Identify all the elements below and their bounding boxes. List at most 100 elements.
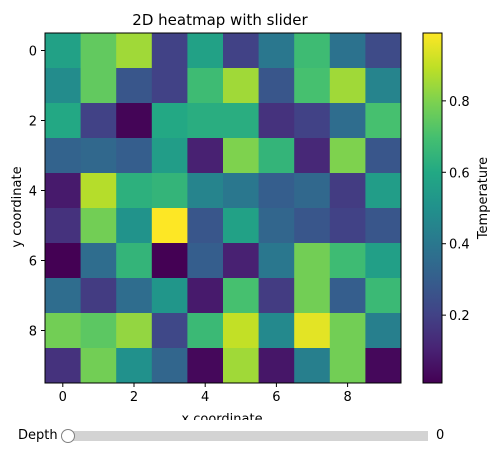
heatmap-cell	[187, 68, 224, 104]
heatmap-cell	[45, 173, 81, 209]
heatmap-cell	[258, 138, 295, 174]
heatmap-cell	[45, 68, 81, 104]
chart-title: 2D heatmap with slider	[132, 11, 308, 29]
heatmap-cell	[365, 278, 402, 314]
plot-frame	[44, 32, 402, 384]
heatmap-cell	[294, 348, 331, 384]
heatmap-cell	[294, 33, 331, 69]
heatmap-cell	[294, 243, 331, 279]
heatmap-cell	[294, 208, 331, 244]
x-axis-label: x coordinate	[181, 412, 262, 420]
heatmap-cells	[45, 33, 402, 384]
heatmap-cell	[223, 348, 259, 384]
depth-slider-handle[interactable]	[61, 429, 75, 443]
heatmap-cell	[329, 103, 366, 139]
heatmap-chart: 2D heatmap with slider 0 2 4 6 8 0 2 4 6 8 x coo…	[10, 11, 491, 420]
y-tick-label: 8	[29, 325, 37, 340]
heatmap-cell	[329, 68, 366, 104]
heatmap-cell	[80, 208, 117, 244]
heatmap-cell	[116, 103, 153, 139]
heatmap-cell	[187, 33, 224, 69]
heatmap-cell	[258, 33, 295, 69]
x-tick-label: 0	[59, 390, 67, 405]
heatmap-cell	[329, 278, 366, 314]
heatmap-cell	[187, 173, 224, 209]
y-tick-label: 0	[29, 45, 37, 60]
y-tick-label: 2	[29, 115, 37, 130]
heatmap-cell	[223, 68, 259, 104]
heatmap-cell	[294, 138, 331, 174]
slider-value: 0	[436, 428, 445, 443]
heatmap-cell	[258, 278, 295, 314]
heatmap-cell	[45, 33, 81, 69]
heatmap-cell	[80, 313, 117, 349]
heatmap-cell	[187, 103, 224, 139]
heatmap-cell	[80, 33, 117, 69]
heatmap-cell	[294, 173, 331, 209]
heatmap-cell	[116, 243, 153, 279]
heatmap-cell	[45, 348, 81, 384]
heatmap-cell	[365, 348, 402, 384]
heatmap-cell	[365, 208, 402, 244]
heatmap-cell	[187, 138, 224, 174]
heatmap-cell	[116, 208, 153, 244]
heatmap-cell	[223, 278, 259, 314]
heatmap-cell	[294, 313, 331, 349]
y-tick-label: 6	[29, 255, 37, 270]
heatmap-cell	[116, 278, 153, 314]
y-axis-ticks: 0 2 4 6 8	[29, 45, 45, 340]
heatmap-cell	[116, 33, 153, 69]
y-axis-label: y coordinate	[10, 166, 25, 247]
heatmap-cell	[80, 103, 117, 139]
heatmap-cell	[223, 313, 259, 349]
heatmap-cell	[45, 313, 81, 349]
heatmap-cell	[294, 68, 331, 104]
heatmap-cell	[329, 173, 366, 209]
heatmap-cell	[223, 33, 259, 69]
heatmap-cell	[151, 313, 188, 349]
heatmap-cell	[258, 243, 295, 279]
heatmap-cell	[151, 243, 188, 279]
heatmap-cell	[151, 103, 188, 139]
heatmap-cell	[365, 243, 402, 279]
colorbar	[422, 32, 443, 384]
heatmap-cell	[258, 208, 295, 244]
heatmap-cell	[365, 138, 402, 174]
heatmap-cell	[365, 313, 402, 349]
heatmap-cell	[294, 103, 331, 139]
heatmap-cell	[45, 138, 81, 174]
heatmap-cell	[223, 208, 259, 244]
heatmap-cell	[45, 103, 81, 139]
colorbar-tick-label: 0.8	[449, 95, 470, 110]
x-tick-label: 2	[130, 390, 138, 405]
x-tick-label: 4	[201, 390, 209, 405]
heatmap-cell	[223, 138, 259, 174]
heatmap-cell	[116, 138, 153, 174]
heatmap-cell	[151, 138, 188, 174]
heatmap-cell	[45, 243, 81, 279]
heatmap-cell	[80, 68, 117, 104]
heatmap-cell	[223, 243, 259, 279]
y-tick-label: 4	[29, 185, 37, 200]
heatmap-cell	[116, 173, 153, 209]
heatmap-cell	[365, 173, 402, 209]
heatmap-cell	[80, 348, 117, 384]
x-tick-label: 6	[272, 390, 280, 405]
colorbar-tick-label: 0.6	[449, 166, 470, 181]
heatmap-cell	[116, 348, 153, 384]
heatmap-cell	[258, 348, 295, 384]
heatmap-cell	[329, 243, 366, 279]
heatmap-cell	[365, 33, 402, 69]
colorbar-label: Temperature	[476, 157, 491, 240]
heatmap-cell	[258, 313, 295, 349]
heatmap-cell	[365, 68, 402, 104]
colorbar-ticks: 0.2 0.4 0.6 0.8	[442, 95, 470, 324]
heatmap-cell	[80, 173, 117, 209]
heatmap-cell	[187, 208, 224, 244]
slider-label: Depth	[18, 428, 58, 443]
depth-slider-track[interactable]	[61, 429, 428, 443]
heatmap-cell	[151, 348, 188, 384]
heatmap-cell	[80, 278, 117, 314]
heatmap-cell	[223, 103, 259, 139]
heatmap-cell	[151, 33, 188, 69]
